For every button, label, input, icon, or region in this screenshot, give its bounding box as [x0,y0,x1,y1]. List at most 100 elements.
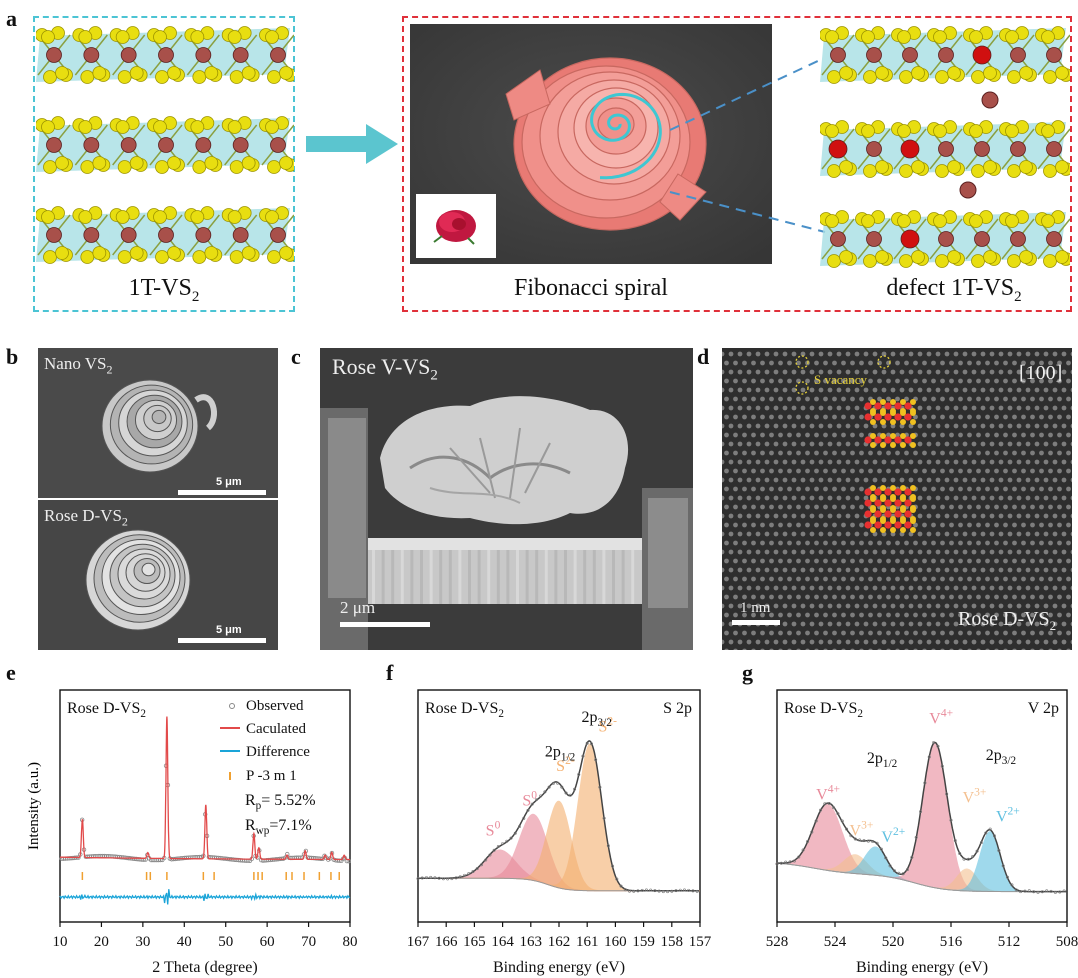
xps-raw-point [598,785,602,789]
xps-raw-point [792,859,796,863]
x-tick-label: 166 [435,934,458,950]
lamella-stripe [458,550,462,604]
peak-label: 2p1/2 [867,750,897,770]
rose-sem-image [410,24,772,264]
xps-raw-point [644,888,648,892]
xps-raw-point [424,876,428,880]
xps-raw-point [568,793,572,797]
right-structure-frame [402,16,1072,312]
xps-raw-point [1006,875,1010,879]
peak-label: S0 [486,820,501,840]
xps-raw-point [927,755,931,759]
legend-marker-observed [229,703,235,709]
xps-raw-point [640,888,644,892]
xps-raw-point [670,889,674,893]
calculated-line [60,716,350,861]
vacancy-circle [795,355,809,369]
x-tick-label: 60 [260,934,275,950]
peak-label: S0 [522,790,537,810]
xps-raw-point [1049,889,1053,893]
xps-raw-point [853,837,857,841]
xps-raw-point [687,888,691,892]
lamella-stripe [410,550,414,604]
xps-raw-point [810,830,814,834]
xps-raw-point [1001,864,1005,868]
xps-raw-point [779,861,783,865]
peak-label: V2+ [996,805,1020,825]
plot-frame [776,689,1068,923]
xps-raw-point [1023,889,1027,893]
hrtem-scale-bar [732,620,780,625]
lamella-stripe [544,550,548,604]
x-tick-label: 163 [520,934,543,950]
xps-raw-point [1027,889,1031,893]
right-caption: defect 1T-VS2 [886,275,1022,305]
xps-raw-point [615,877,619,881]
rose-v-vs2-title: Rose V-VS2 [332,354,438,384]
interlayer-v-atom [959,181,977,199]
lamella-stripe [506,550,510,604]
xps-raw-point [433,876,437,880]
xps-raw-point [945,792,949,796]
xps-raw-point [551,781,555,785]
legend-difference: Difference [246,744,310,760]
panel-label-a: a [6,6,17,31]
s-vacancy-label: S vacancy [814,372,868,387]
xps-raw-point [539,794,543,798]
xps-raw-point [632,889,636,893]
hrtem-sample-label: Rose D-VS2 [958,608,1057,633]
lamella-stripe [448,550,452,604]
peak-label: V3+ [850,820,874,840]
crystal-structure-defect [820,26,1070,268]
xps-raw-point [814,819,818,823]
chart-title: Rose D-VS2 [425,700,504,720]
lamella-stripe [583,550,587,604]
xps-raw-point [429,875,433,879]
lamella-stripe [400,550,404,604]
lamella-stripe [564,550,567,604]
xps-raw-point [691,889,695,893]
annotation-rp: Rp= 5.52% [245,792,316,812]
xps-raw-point [949,818,953,822]
x-tick-label: 10 [53,934,68,950]
x-tick-label: 512 [998,934,1021,950]
x-tick-label: 157 [689,934,712,950]
xps-raw-point [446,877,450,881]
xps-raw-point [958,851,962,855]
xps-raw-point [875,841,879,845]
xps-raw-point [479,863,483,867]
xps-raw-point [492,848,496,852]
xps-raw-point [496,844,500,848]
xps-raw-point [901,872,905,876]
left-structure-frame [33,16,295,312]
xps-raw-point [547,785,551,789]
lamella-stripe [621,550,625,604]
lamella-stripe [535,550,539,604]
peak-label: 2p1/2 [545,744,575,764]
xps-raw-point [823,802,827,806]
x-tick-label: 162 [548,934,571,950]
xps-raw-point [871,839,875,843]
xps-raw-point [797,855,801,859]
xps-raw-point [788,860,792,864]
xps-raw-point [818,808,822,812]
xps-raw-point [962,857,966,861]
xps-raw-point [678,888,682,892]
defect-layer [820,120,1070,178]
xps-raw-point [649,888,653,892]
panel-label-g: g [742,660,753,685]
lamella-stripe [592,550,596,604]
legend-space-group: P -3 m 1 [246,768,297,784]
lamella-stripe [381,550,385,604]
xps-raw-point [488,853,492,857]
xps-raw-point [1010,883,1014,887]
lamella-stripe [602,550,606,604]
xps-raw-point [914,835,918,839]
xps-raw-point [657,889,661,893]
lamella-stripe [487,550,491,604]
annotation-rwp: Rwp=7.1% [245,817,312,837]
xps-raw-point [627,889,631,893]
xps-raw-point [953,839,957,843]
legend-calculated: Caculated [246,721,306,737]
peak-label: S2- [598,716,617,736]
